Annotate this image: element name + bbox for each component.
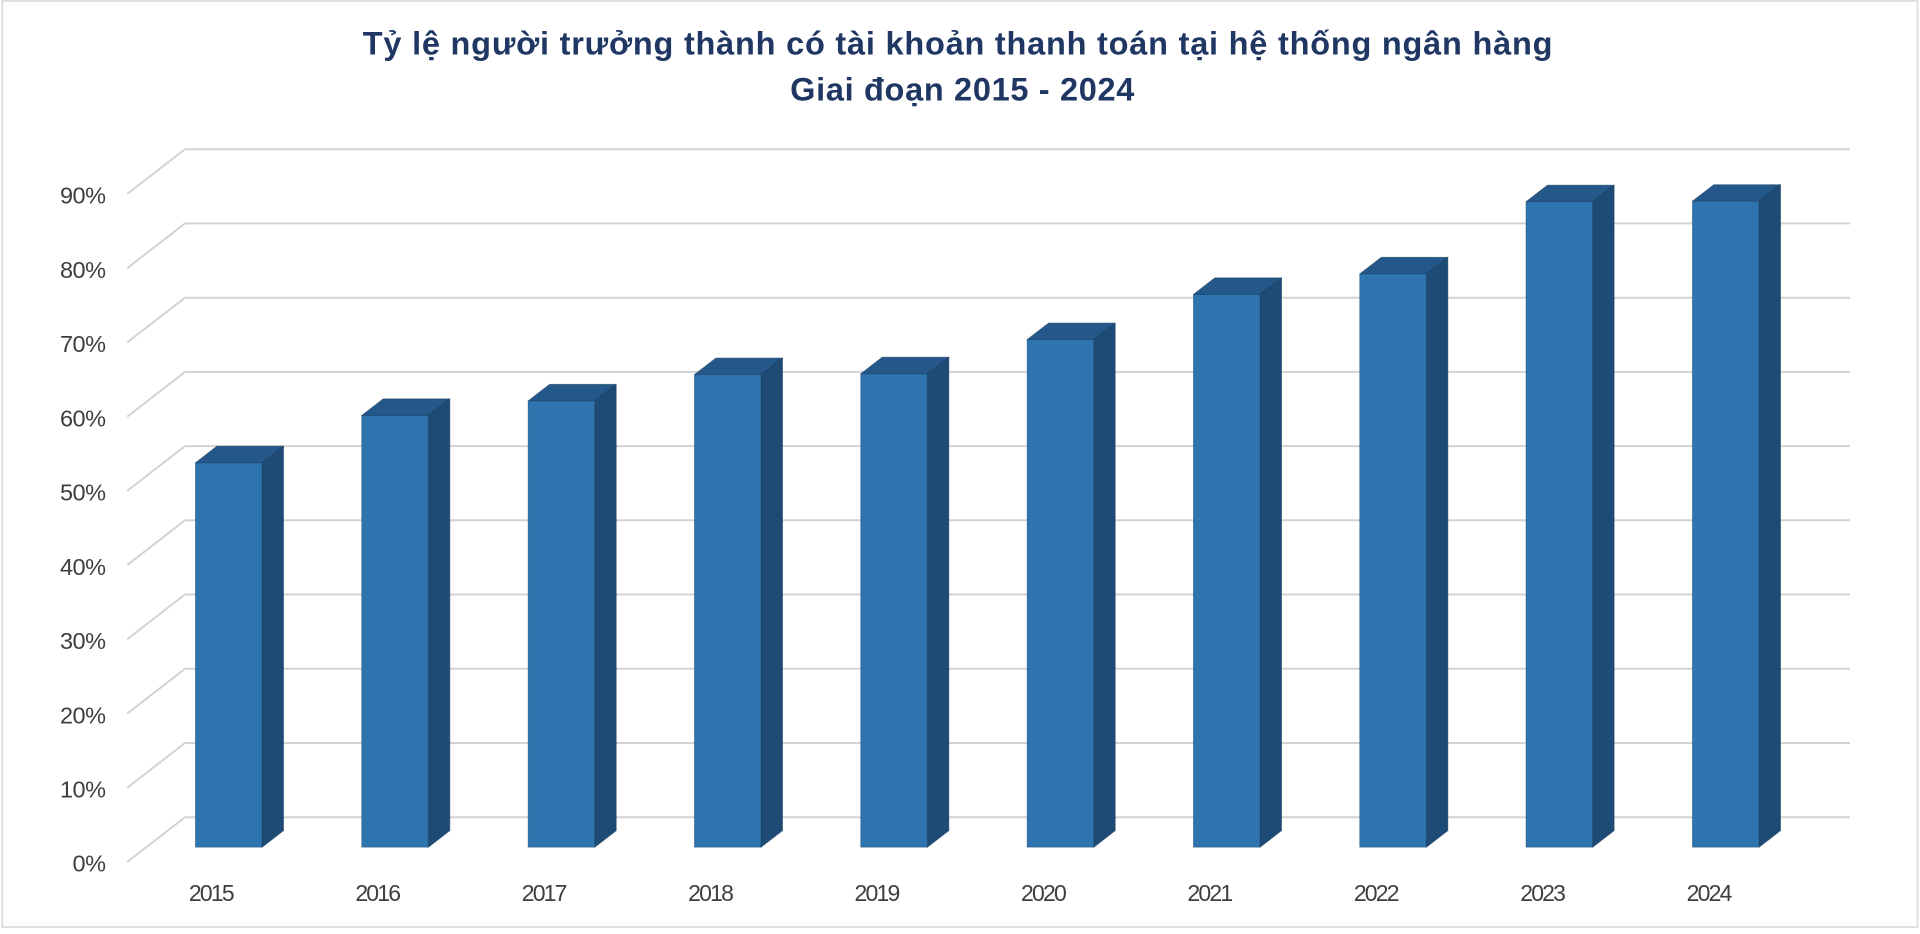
svg-text:2023: 2023 <box>1520 880 1565 906</box>
svg-text:90%: 90% <box>60 183 106 209</box>
svg-text:80%: 80% <box>60 257 106 283</box>
svg-text:2024: 2024 <box>1687 880 1733 906</box>
svg-text:70%: 70% <box>60 331 106 357</box>
svg-text:60%: 60% <box>60 405 106 431</box>
svg-text:2022: 2022 <box>1354 880 1399 906</box>
svg-text:2019: 2019 <box>855 880 900 906</box>
svg-text:50%: 50% <box>60 480 106 506</box>
svg-text:2015: 2015 <box>189 880 234 906</box>
svg-text:Giai đoạn 2015 - 2024: Giai đoạn 2015 - 2024 <box>790 71 1135 107</box>
svg-text:2020: 2020 <box>1021 880 1066 906</box>
svg-text:Tỷ lệ người trưởng thành có tà: Tỷ lệ người trưởng thành có tài khoản th… <box>363 26 1553 62</box>
svg-text:40%: 40% <box>60 554 106 580</box>
svg-text:0%: 0% <box>73 851 107 877</box>
svg-text:2018: 2018 <box>688 880 733 906</box>
svg-text:20%: 20% <box>60 702 106 728</box>
svg-text:2016: 2016 <box>355 880 400 906</box>
svg-text:2021: 2021 <box>1187 880 1232 906</box>
svg-text:10%: 10% <box>60 777 106 803</box>
svg-text:2017: 2017 <box>522 880 567 906</box>
svg-text:30%: 30% <box>60 628 106 654</box>
